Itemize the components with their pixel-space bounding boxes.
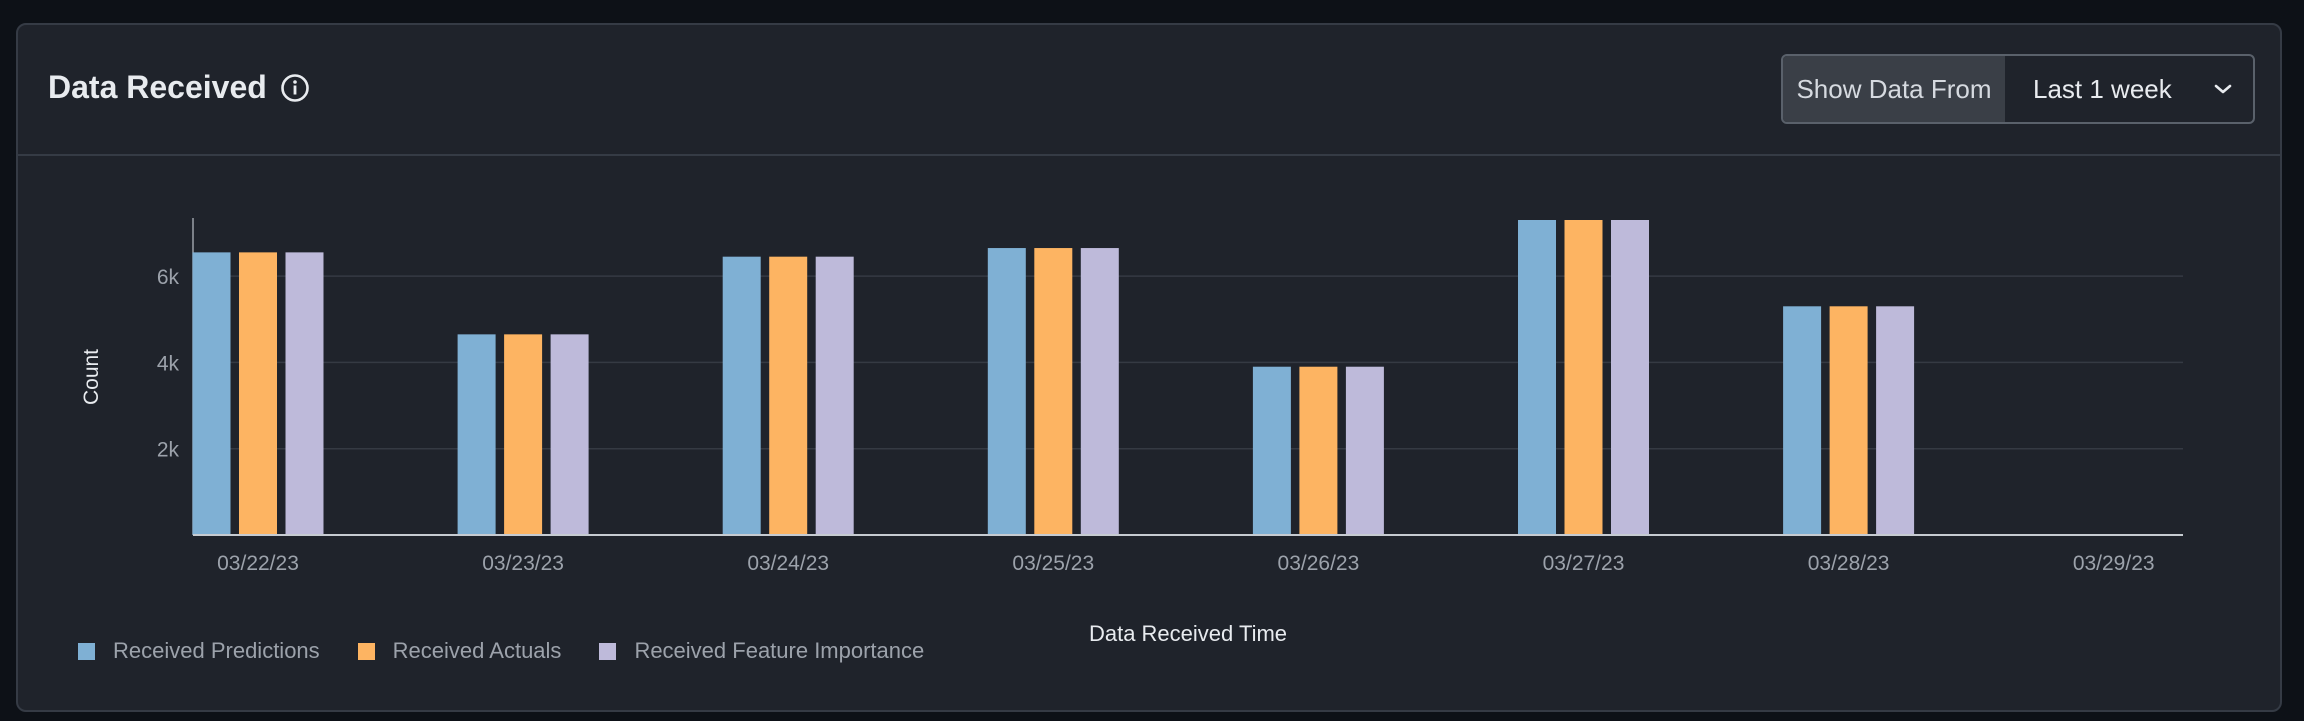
legend-item-actuals[interactable]: Received Actuals (357, 638, 562, 664)
bar (285, 252, 324, 535)
bar (550, 334, 589, 535)
panel-header: Data Received Show Data From Last 1 week (18, 25, 2280, 156)
bar (769, 256, 808, 535)
y-tick-label: 6k (157, 266, 180, 289)
bar (1876, 306, 1915, 535)
bar (1252, 366, 1291, 535)
x-tick-label: 03/24/23 (747, 552, 829, 575)
y-tick-label: 2k (157, 439, 180, 462)
x-tick-label: 03/22/23 (217, 552, 299, 575)
legend-item-feature-importance[interactable]: Received Feature Importance (599, 638, 924, 664)
bar (457, 334, 496, 535)
data-received-chart: 2k 4k 6k 03/22/23 03/23/23 03/24/23 03/25/23 03… (80, 218, 2183, 646)
bar (987, 248, 1026, 535)
bar (722, 256, 761, 535)
x-tick-label: 03/23/23 (482, 552, 564, 575)
legend-swatch-feature-importance (599, 642, 617, 660)
legend-swatch-predictions (78, 642, 95, 660)
x-tick-label: 03/26/23 (1278, 552, 1360, 575)
bar (1299, 366, 1338, 535)
time-range-select[interactable]: Last 1 week (2005, 56, 2253, 122)
legend-label-actuals: Received Actuals (392, 638, 562, 663)
legend-swatch-actuals (357, 642, 375, 660)
legend-label-feature-importance: Received Feature Importance (634, 638, 925, 663)
chevron-down-icon[interactable] (2213, 80, 2233, 98)
bar (1034, 248, 1073, 535)
bar (815, 256, 854, 535)
x-tick-label: 03/27/23 (1543, 552, 1625, 575)
x-tick-label: 03/28/23 (1808, 552, 1890, 575)
bar (192, 252, 231, 535)
y-tick-label: 4k (157, 352, 180, 375)
y-axis-title: Count (80, 349, 103, 405)
bar (1518, 220, 1556, 535)
bar (239, 252, 277, 535)
show-data-from-label: Show Data From (1783, 56, 2005, 122)
bar (1564, 220, 1603, 535)
bar (1829, 306, 1868, 535)
legend-label-predictions: Received Predictions (113, 638, 320, 663)
bar (1783, 306, 1822, 535)
bar (1611, 220, 1649, 535)
chart-legend: Received Predictions Received Actuals Re… (78, 638, 924, 664)
show-data-from-control[interactable]: Show Data From Last 1 week (1781, 54, 2255, 124)
info-icon[interactable] (280, 73, 310, 103)
panel-title: Data Received (48, 69, 267, 105)
x-tick-label: 03/29/23 (2073, 552, 2155, 575)
bar (1080, 248, 1119, 535)
x-tick-label: 03/25/23 (1012, 552, 1094, 575)
time-range-value: Last 1 week (2033, 73, 2172, 104)
legend-item-predictions[interactable]: Received Predictions (78, 638, 320, 664)
bar (504, 334, 543, 535)
bar (1345, 366, 1384, 535)
data-received-panel: Data Received Show Data From Last 1 week… (16, 23, 2282, 712)
x-axis-title: Data Received Time (1089, 621, 1287, 646)
